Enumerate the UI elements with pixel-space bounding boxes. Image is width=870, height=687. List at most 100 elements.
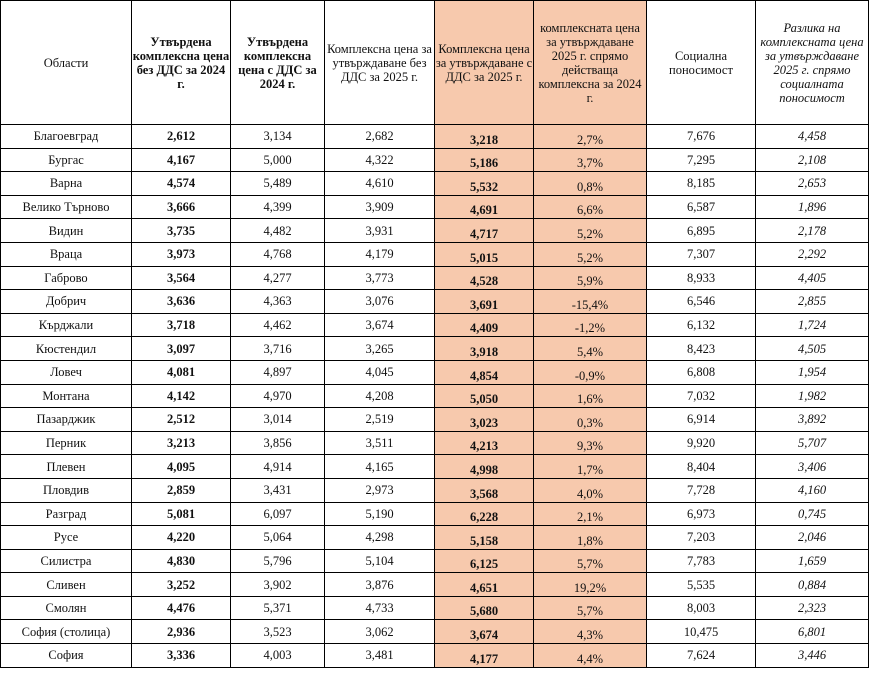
header-difference-vs-affordability: Разлика на комплексната цена за утвържда… <box>755 0 869 125</box>
difference-cell: 1,724 <box>755 312 869 338</box>
region-cell: Кюстендил <box>0 336 132 361</box>
price-vat-2025-cell: 4,691 <box>434 194 534 220</box>
price-no-vat-2024-cell: 3,973 <box>131 241 231 267</box>
affordability-cell: 7,728 <box>646 477 756 503</box>
price-vat-2025-cell: 5,015 <box>434 241 534 267</box>
table-row: Добрич 3,636 4,363 3,076 3,691 -15,4% 6,546 2,8… <box>0 289 869 314</box>
header-proposed-price-no-vat-2025: Комплексна цена за утвърждаване без ДДС … <box>324 0 435 125</box>
price-no-vat-2025-cell: 3,062 <box>324 619 435 645</box>
table-row: Русе 4,220 5,064 4,298 5,158 1,8% 7,203 2,046 <box>0 525 869 550</box>
price-vat-2025-cell: 4,717 <box>434 218 534 243</box>
price-vat-2024-cell: 4,768 <box>230 241 325 267</box>
price-vat-2025-cell: 4,177 <box>434 643 534 668</box>
header-social-affordability: Социална поносимост <box>646 0 756 125</box>
difference-cell: 6,801 <box>755 619 869 645</box>
difference-cell: 2,046 <box>755 525 869 550</box>
price-no-vat-2024-cell: 3,666 <box>131 194 231 220</box>
price-vat-2024-cell: 3,134 <box>230 124 325 149</box>
price-vat-2024-cell: 3,014 <box>230 407 325 432</box>
region-cell: Смолян <box>0 595 132 621</box>
region-cell: Монтана <box>0 383 132 409</box>
price-no-vat-2024-cell: 5,081 <box>131 501 231 527</box>
header-row: Области Утвърдена комплексна цена без ДД… <box>0 0 869 125</box>
difference-cell: 0,745 <box>755 501 869 527</box>
region-cell: София <box>0 643 132 668</box>
table-row: Видин 3,735 4,482 3,931 4,717 5,2% 6,895 2,178 <box>0 218 869 243</box>
difference-cell: 2,108 <box>755 147 869 173</box>
table-row: Смолян 4,476 5,371 4,733 5,680 5,7% 8,003 2,323 <box>0 595 869 621</box>
table-row: Ловеч 4,081 4,897 4,045 4,854 -0,9% 6,808 1,954 <box>0 359 869 385</box>
price-vat-2024-cell: 4,399 <box>230 194 325 220</box>
region-cell: Пловдив <box>0 477 132 503</box>
price-vat-2025-cell: 4,409 <box>434 312 534 338</box>
change-percent-cell: 4,4% <box>533 643 647 668</box>
price-no-vat-2024-cell: 4,081 <box>131 359 231 385</box>
affordability-cell: 10,475 <box>646 619 756 645</box>
change-percent-cell: 0,8% <box>533 171 647 196</box>
difference-cell: 1,896 <box>755 194 869 220</box>
price-vat-2024-cell: 3,431 <box>230 477 325 503</box>
price-vat-2024-cell: 4,277 <box>230 265 325 291</box>
price-no-vat-2025-cell: 3,265 <box>324 336 435 361</box>
table-row: Бургас 4,167 5,000 4,322 5,186 3,7% 7,295 2,108 <box>0 147 869 173</box>
change-percent-cell: 0,3% <box>533 407 647 432</box>
price-no-vat-2025-cell: 2,682 <box>324 124 435 149</box>
region-cell: Русе <box>0 525 132 550</box>
price-no-vat-2024-cell: 4,220 <box>131 525 231 550</box>
price-vat-2025-cell: 3,218 <box>434 124 534 149</box>
price-vat-2024-cell: 6,097 <box>230 501 325 527</box>
price-vat-2025-cell: 3,023 <box>434 407 534 432</box>
table-row: София 3,336 4,003 3,481 4,177 4,4% 7,624 3,446 <box>0 643 869 668</box>
affordability-cell: 7,676 <box>646 124 756 149</box>
affordability-cell: 6,895 <box>646 218 756 243</box>
price-vat-2024-cell: 5,371 <box>230 595 325 621</box>
price-vat-2024-cell: 4,914 <box>230 454 325 479</box>
price-no-vat-2024-cell: 3,564 <box>131 265 231 291</box>
change-percent-cell: 5,2% <box>533 218 647 243</box>
table-row: Габрово 3,564 4,277 3,773 4,528 5,9% 8,933 4,40… <box>0 265 869 291</box>
affordability-cell: 5,535 <box>646 572 756 597</box>
affordability-cell: 6,587 <box>646 194 756 220</box>
price-vat-2024-cell: 4,003 <box>230 643 325 668</box>
region-cell: Варна <box>0 171 132 196</box>
region-cell: Плевен <box>0 454 132 479</box>
change-percent-cell: 1,6% <box>533 383 647 409</box>
difference-cell: 4,505 <box>755 336 869 361</box>
price-no-vat-2025-cell: 4,045 <box>324 359 435 385</box>
affordability-cell: 8,185 <box>646 171 756 196</box>
price-no-vat-2024-cell: 4,142 <box>131 383 231 409</box>
price-no-vat-2025-cell: 3,909 <box>324 194 435 220</box>
price-no-vat-2024-cell: 3,636 <box>131 289 231 314</box>
price-no-vat-2024-cell: 3,336 <box>131 643 231 668</box>
change-percent-cell: 3,7% <box>533 147 647 173</box>
price-no-vat-2025-cell: 4,298 <box>324 525 435 550</box>
region-cell: Силистра <box>0 548 132 574</box>
change-percent-cell: 2,1% <box>533 501 647 527</box>
region-cell: Враца <box>0 241 132 267</box>
price-vat-2024-cell: 5,064 <box>230 525 325 550</box>
price-vat-2025-cell: 5,050 <box>434 383 534 409</box>
price-no-vat-2025-cell: 2,519 <box>324 407 435 432</box>
change-percent-cell: 19,2% <box>533 572 647 597</box>
price-no-vat-2025-cell: 5,190 <box>324 501 435 527</box>
difference-cell: 2,855 <box>755 289 869 314</box>
change-percent-cell: 9,3% <box>533 430 647 456</box>
price-vat-2025-cell: 5,532 <box>434 171 534 196</box>
table-row: София (столица) 2,936 3,523 3,062 3,674 4,3% 1… <box>0 619 869 645</box>
affordability-cell: 8,003 <box>646 595 756 621</box>
difference-cell: 3,406 <box>755 454 869 479</box>
difference-cell: 2,292 <box>755 241 869 267</box>
price-vat-2025-cell: 4,998 <box>434 454 534 479</box>
price-no-vat-2025-cell: 4,208 <box>324 383 435 409</box>
price-vat-2025-cell: 5,158 <box>434 525 534 550</box>
region-cell: Габрово <box>0 265 132 291</box>
table-row: Пловдив 2,859 3,431 2,973 3,568 4,0% 7,728 4,16… <box>0 477 869 503</box>
difference-cell: 2,323 <box>755 595 869 621</box>
price-vat-2025-cell: 3,691 <box>434 289 534 314</box>
change-percent-cell: 5,9% <box>533 265 647 291</box>
price-no-vat-2025-cell: 4,165 <box>324 454 435 479</box>
affordability-cell: 8,933 <box>646 265 756 291</box>
header-price-change-percent: комплексната цена за утвърждаване 2025 г… <box>533 0 647 125</box>
price-no-vat-2024-cell: 3,718 <box>131 312 231 338</box>
region-cell: Сливен <box>0 572 132 597</box>
